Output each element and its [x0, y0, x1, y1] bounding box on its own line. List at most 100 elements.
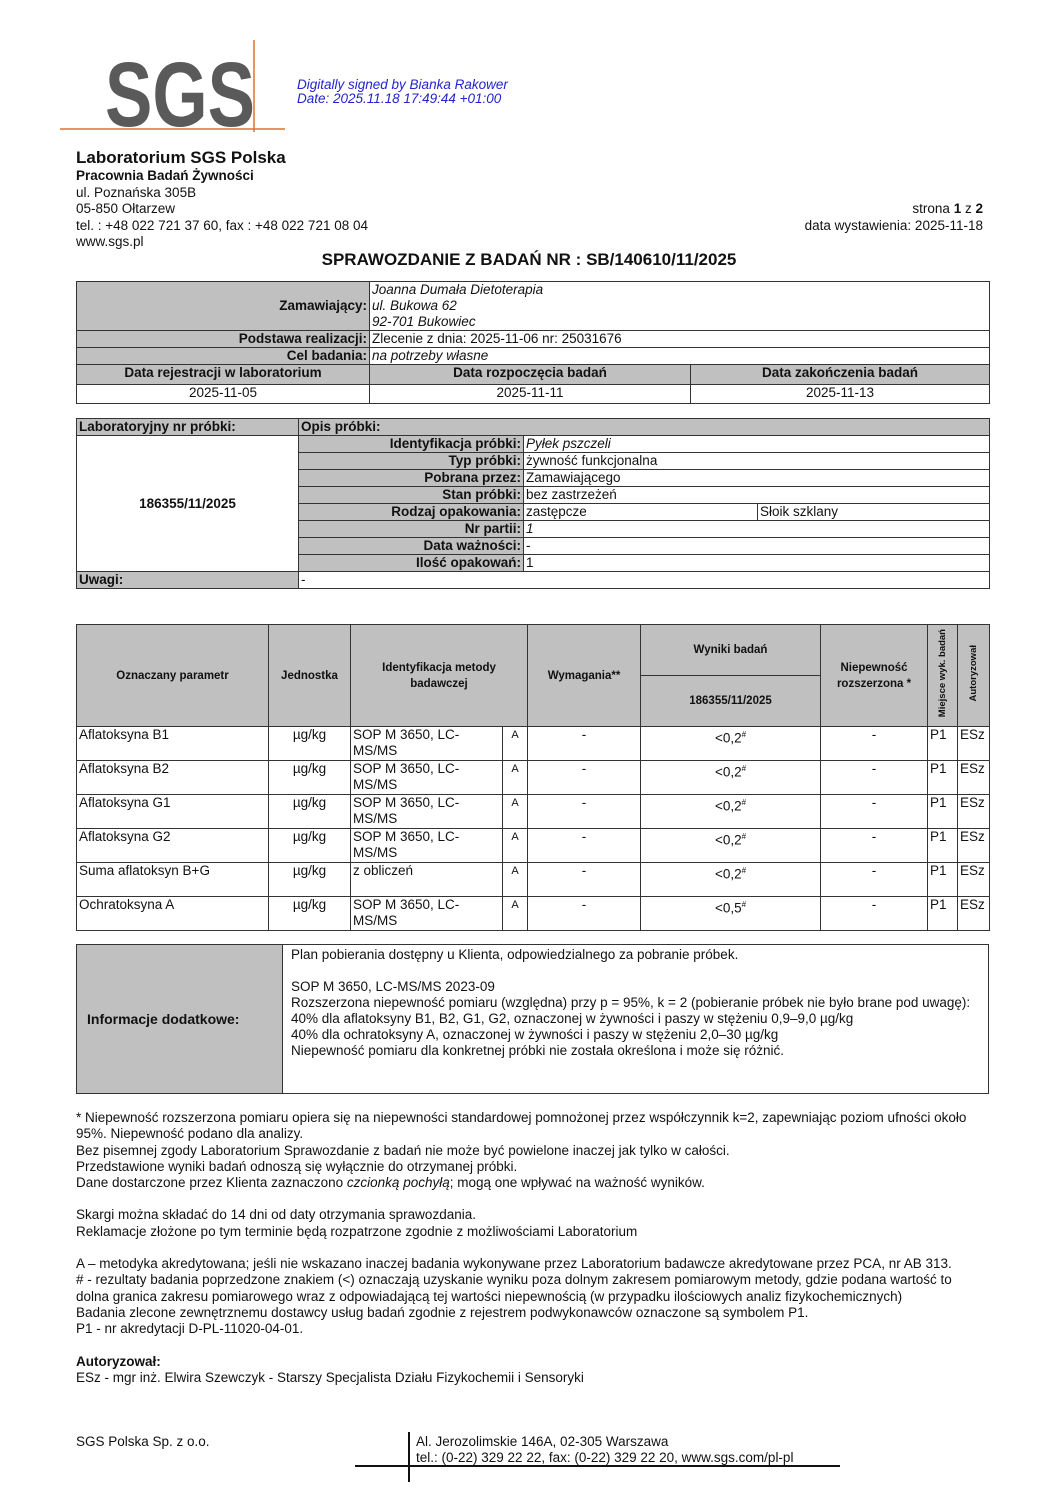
- note-line: Reklamacje złożone po tym terminie będą …: [76, 1223, 638, 1239]
- auth-cell: ESz: [957, 828, 991, 863]
- sample-field-label: Ilość opakowań:: [298, 554, 524, 572]
- footer-address: Al. Jerozolimskie 146A, 02-305 Warszawa …: [416, 1434, 793, 1465]
- header-sample-no: 186355/11/2025: [640, 675, 822, 727]
- accreditation-cell: A: [501, 896, 529, 931]
- note-line: P1 - nr akredytacji D-PL-11020-04-01.: [76, 1321, 304, 1337]
- method-cell: SOP M 3650, LC-MS/MS: [350, 760, 503, 795]
- note-line: Przedstawione wyniki badań odnoszą się w…: [76, 1158, 518, 1174]
- place-cell: P1: [927, 726, 959, 761]
- lab-street: ul. Poznańska 305B: [76, 184, 197, 200]
- requirements-cell: -: [527, 896, 642, 931]
- place-cell: P1: [927, 828, 959, 863]
- sample-field-row: Pobrana przez: Zamawiającego: [77, 469, 990, 487]
- sample-field-value: 1: [523, 520, 990, 538]
- unit-cell: µg/kg: [268, 726, 351, 761]
- header-unit: Jednostka: [268, 624, 351, 727]
- sample-field-value: -: [523, 537, 990, 555]
- lab-address: Laboratorium SGS Polska Pracownia Badań …: [76, 148, 368, 251]
- sample-field-label: Data ważności:: [298, 537, 524, 555]
- method-cell: SOP M 3650, LC-MS/MS: [350, 896, 503, 931]
- sample-field-label: Nr partii:: [298, 520, 524, 538]
- uncertainty-cell: -: [820, 760, 929, 795]
- date-value: 2025-11-13: [689, 384, 991, 404]
- result-row: Aflatoksyna B1 µg/kg SOP M 3650, LC-MS/MS A…: [76, 726, 991, 761]
- header-requirements: Wymagania**: [527, 624, 642, 727]
- info-line: Niepewność pomiaru dla konkretnej próbki…: [291, 1043, 784, 1058]
- sample-field-value2: Słoik szklany: [757, 503, 990, 521]
- result-value: <0,2: [714, 798, 742, 814]
- note-line: A – metodyka akredytowana; jeśli nie wsk…: [76, 1256, 952, 1272]
- lab-city: 05-850 Ołtarzew: [76, 201, 176, 216]
- accreditation-cell: A: [501, 862, 529, 897]
- sample-field-value: żywność funkcjonalna: [523, 452, 990, 470]
- sample-field-label: Typ próbki:: [298, 452, 524, 470]
- unit-cell: µg/kg: [268, 828, 351, 863]
- info-line: Rozszerzona niepewność pomiaru (względna…: [291, 995, 971, 1010]
- issue-date: data wystawienia: 2025-11-18: [804, 217, 983, 233]
- sample-field-row: 186355/11/2025 Identyfikacja próbki: Pyłek…: [76, 435, 990, 572]
- uncertainty-cell: -: [820, 828, 929, 863]
- result-cell: <0,2#: [640, 760, 822, 795]
- footer-contact: tel.: (0-22) 329 22 22, fax: (0-22) 329 …: [416, 1449, 794, 1465]
- method-cell: SOP M 3650, LC-MS/MS: [350, 726, 503, 761]
- auth-cell: ESz: [957, 726, 991, 761]
- param-cell: Ochratoksyna A: [76, 896, 269, 931]
- info-line: [291, 963, 980, 979]
- date-value: 2025-11-11: [369, 384, 691, 404]
- sample-field-label: Stan próbki:: [298, 486, 524, 504]
- result-footnote: #: [741, 798, 747, 807]
- auth-label: Autoryzował:: [76, 1353, 161, 1369]
- accreditation-cell: A: [501, 828, 529, 863]
- param-cell: Aflatoksyna G2: [76, 828, 269, 863]
- footer-rule: [355, 1465, 840, 1467]
- result-row: Suma aflatoksyn B+G µg/kg z obliczeń A - <0,2…: [76, 862, 991, 897]
- note-line: Skargi można składać do 14 dni od daty o…: [76, 1207, 476, 1223]
- requirements-cell: -: [527, 828, 642, 863]
- digital-signature: Digitally signed by Bianka Rakower Date:…: [297, 78, 508, 106]
- sgs-logo: SGS: [60, 40, 285, 146]
- unit-cell: µg/kg: [268, 760, 351, 795]
- lab-www[interactable]: www.sgs.pl: [76, 234, 144, 249]
- header-authorized: Autoryzował: [967, 644, 979, 702]
- place-cell: P1: [927, 760, 959, 795]
- param-cell: Aflatoksyna G1: [76, 794, 269, 829]
- footer-divider: [408, 1432, 410, 1482]
- sample-desc-label: Opis próbki:: [298, 418, 990, 436]
- sample-field-row: Typ próbki: żywność funkcjonalna: [77, 452, 990, 470]
- date-header: Data rozpoczęcia badań: [369, 364, 691, 385]
- client-value: Joanna Dumała Dietoterapia ul. Bukowa 62 9…: [368, 281, 991, 331]
- sample-field-value: Pyłek pszczeli: [523, 435, 990, 453]
- requirements-cell: -: [527, 760, 642, 795]
- result-value: <0,2: [714, 866, 742, 882]
- method-cell: SOP M 3650, LC-MS/MS: [350, 828, 503, 863]
- sample-field-label: Rodzaj opakowania:: [298, 503, 524, 521]
- note-line: # - rezultaty badania poprzedzone znakie…: [76, 1272, 952, 1304]
- accreditation-cell: A: [501, 726, 529, 761]
- auth-cell: ESz: [957, 862, 991, 897]
- accreditation-cell: A: [501, 760, 529, 795]
- result-value: <0,5: [714, 900, 742, 916]
- sample-field-value: 1: [523, 554, 990, 572]
- place-cell: P1: [927, 896, 959, 931]
- result-row: Aflatoksyna B2 µg/kg SOP M 3650, LC-MS/MS A…: [76, 760, 991, 795]
- uncertainty-cell: -: [820, 862, 929, 897]
- results-table: Oznaczany parametr Jednostka Identyfikacja…: [76, 624, 991, 931]
- result-footnote: #: [741, 764, 747, 773]
- additional-info: Informacje dodatkowe: Plan pobierania do…: [76, 944, 989, 1094]
- sample-field-row: Data ważności: -: [77, 537, 990, 555]
- lab-phone: tel. : +48 022 721 37 60, fax : +48 022 …: [76, 217, 368, 233]
- param-cell: Suma aflatoksyn B+G: [76, 862, 269, 897]
- auth-cell: ESz: [957, 896, 991, 931]
- purpose-value: na potrzeby własne: [368, 347, 991, 365]
- result-cell: <0,2#: [640, 794, 822, 829]
- svg-text:SGS: SGS: [105, 44, 255, 132]
- result-footnote: #: [741, 900, 747, 909]
- sample-number: 186355/11/2025: [76, 435, 299, 572]
- date-value: 2025-11-05: [76, 384, 370, 404]
- uncertainty-cell: -: [820, 896, 929, 931]
- uncertainty-cell: -: [820, 794, 929, 829]
- result-value: <0,2: [714, 832, 742, 848]
- notes: * Niepewność rozszerzona pomiaru opiera …: [76, 1110, 986, 1386]
- sample-field-label: Identyfikacja próbki:: [298, 435, 524, 453]
- header-place: Miejsce wyk. badań: [936, 628, 948, 718]
